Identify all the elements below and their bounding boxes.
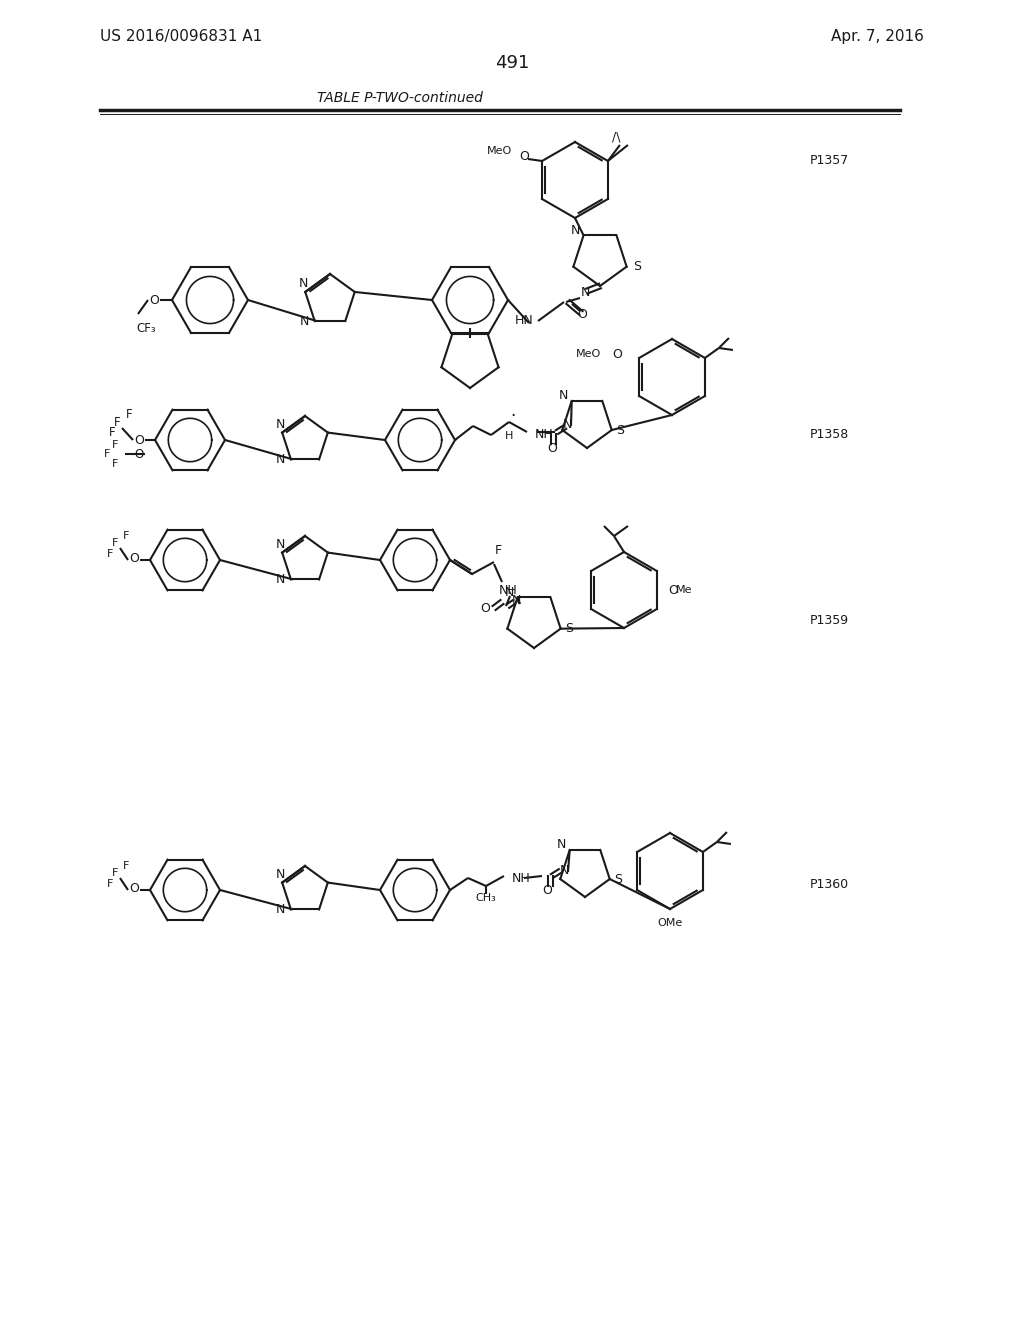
Text: S: S [615, 424, 624, 437]
Text: N: N [276, 903, 286, 916]
Text: F: F [112, 539, 118, 548]
Text: N: N [300, 314, 309, 327]
Text: 491: 491 [495, 54, 529, 73]
Text: N: N [276, 453, 286, 466]
Text: N: N [511, 594, 520, 606]
Text: P1360: P1360 [810, 879, 849, 891]
Text: S: S [613, 873, 622, 886]
Text: TABLE P-TWO-continued: TABLE P-TWO-continued [317, 91, 483, 106]
Text: F: F [109, 425, 116, 438]
Text: P1357: P1357 [810, 153, 849, 166]
Text: MeO: MeO [575, 348, 601, 359]
Text: CF₃: CF₃ [136, 322, 156, 334]
Text: US 2016/0096831 A1: US 2016/0096831 A1 [100, 29, 262, 45]
Text: HN: HN [515, 314, 534, 327]
Text: N: N [299, 277, 308, 290]
Text: F: F [123, 861, 129, 871]
Text: F: F [112, 869, 118, 878]
Text: O: O [578, 308, 587, 321]
Text: O: O [150, 293, 159, 306]
Text: F: F [112, 440, 118, 450]
Text: N: N [275, 418, 285, 432]
Text: OMe: OMe [657, 917, 683, 928]
Text: O: O [480, 602, 490, 615]
Text: ·: · [510, 407, 516, 425]
Text: P1358: P1358 [810, 429, 849, 441]
Text: O: O [134, 433, 144, 446]
Text: O: O [519, 150, 529, 164]
Text: N: N [581, 286, 590, 300]
Text: S: S [633, 260, 641, 273]
Text: O: O [547, 441, 557, 454]
Text: F: F [112, 459, 118, 469]
Text: N: N [557, 838, 566, 851]
Text: F: F [114, 416, 120, 429]
Text: S: S [564, 622, 572, 635]
Text: Apr. 7, 2016: Apr. 7, 2016 [831, 29, 924, 45]
Text: F: F [106, 879, 114, 888]
Text: P1359: P1359 [810, 614, 849, 627]
Text: F: F [106, 549, 114, 558]
Text: O: O [668, 583, 678, 597]
Text: N: N [275, 869, 285, 880]
Text: F: F [103, 449, 111, 459]
Text: O: O [542, 883, 552, 896]
Text: F: F [495, 544, 502, 557]
Text: O: O [129, 552, 139, 565]
Text: N: N [562, 417, 571, 430]
Text: O: O [134, 447, 143, 461]
Text: F: F [126, 408, 132, 421]
Text: N: N [559, 863, 568, 876]
Text: N: N [276, 573, 286, 586]
Text: N: N [570, 224, 581, 236]
Text: Me: Me [676, 585, 692, 595]
Text: O: O [612, 347, 622, 360]
Text: O: O [129, 882, 139, 895]
Text: F: F [123, 531, 129, 541]
Text: H: H [505, 432, 513, 441]
Text: N: N [275, 539, 285, 550]
Text: NH: NH [499, 583, 517, 597]
Text: N: N [505, 586, 514, 599]
Text: NH: NH [535, 429, 554, 441]
Text: MeO: MeO [486, 147, 512, 156]
Text: CH₃: CH₃ [475, 894, 497, 903]
Text: N: N [559, 389, 568, 403]
Text: /\: /\ [611, 131, 621, 144]
Text: NH: NH [512, 871, 530, 884]
